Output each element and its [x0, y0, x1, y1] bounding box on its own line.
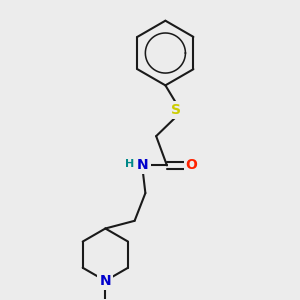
Text: H: H: [125, 159, 135, 169]
Text: N: N: [100, 274, 111, 288]
Text: N: N: [137, 158, 149, 172]
Text: S: S: [171, 103, 181, 117]
Text: O: O: [186, 158, 197, 172]
